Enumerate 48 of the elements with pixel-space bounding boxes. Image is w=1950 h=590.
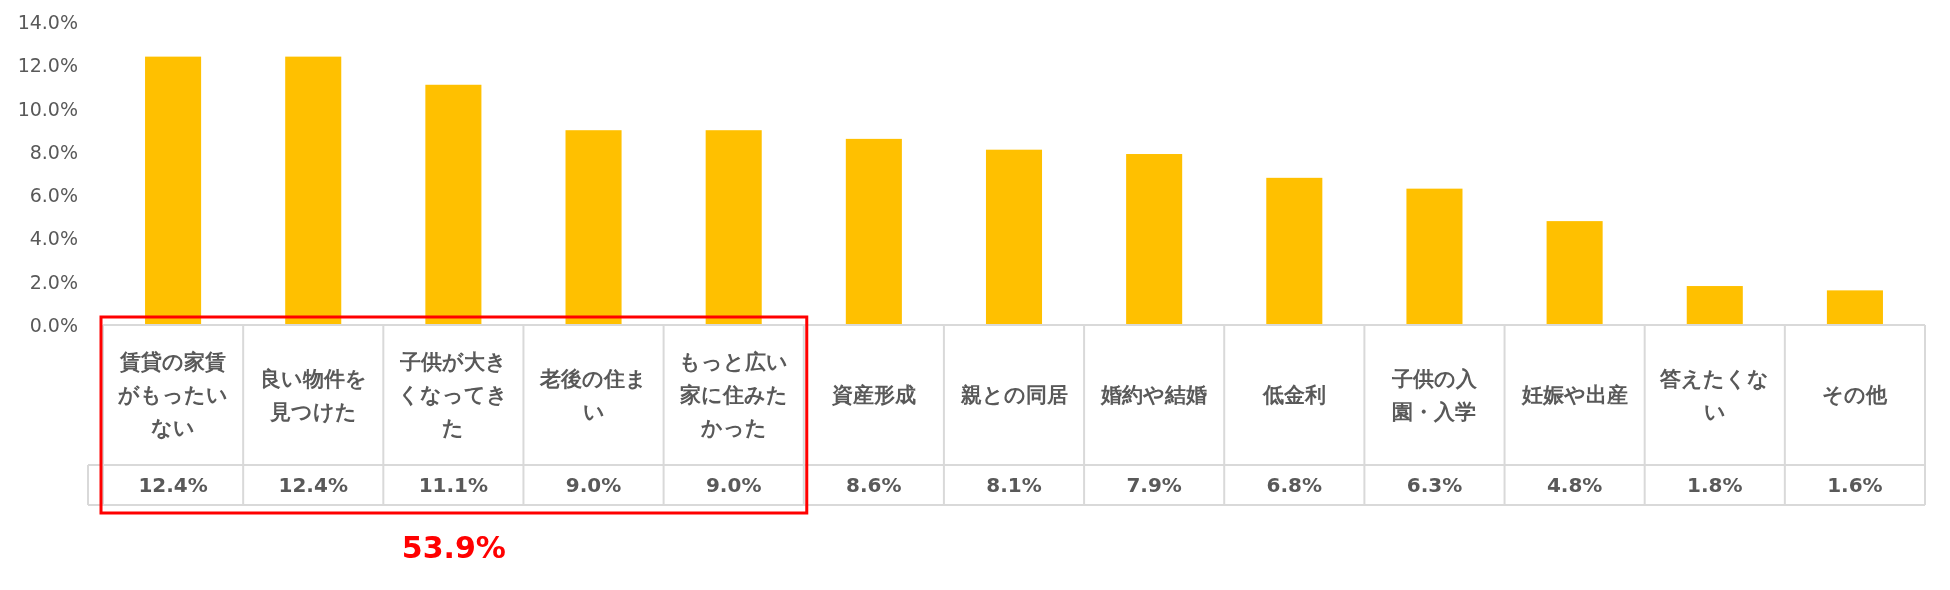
bar xyxy=(705,130,762,325)
bar xyxy=(145,56,202,325)
y-tick-label: 6.0% xyxy=(29,184,78,207)
data-label: 11.1% xyxy=(418,473,489,497)
data-label: 1.8% xyxy=(1687,473,1743,497)
bar xyxy=(1686,286,1743,325)
x-tick-label: 子供が大きくなってきた xyxy=(398,350,509,440)
data-label: 9.0% xyxy=(705,473,762,497)
bar xyxy=(1126,154,1183,325)
x-tick-label: 妊娠や出産 xyxy=(1520,383,1628,407)
x-tick-label: 良い物件を見つけた xyxy=(259,366,367,424)
text: 53.9% xyxy=(401,530,506,565)
x-tick-label: もっと広い家に住みたかった xyxy=(678,350,789,440)
x-tick-label: 老後の住まい xyxy=(539,366,648,424)
data-label: 9.0% xyxy=(565,473,622,497)
x-tick-label: 答えたくない xyxy=(1659,366,1770,424)
x-tick-label: 低金利 xyxy=(1261,383,1326,407)
y-tick-label: 10.0% xyxy=(17,97,78,120)
y-tick-label: 0.0% xyxy=(29,314,78,336)
bar xyxy=(565,130,622,325)
data-label: 8.6% xyxy=(846,473,902,497)
bar xyxy=(285,56,342,325)
y-tick-label: 8.0% xyxy=(29,140,78,163)
data-label: 8.1% xyxy=(986,473,1042,497)
data-label: 6.3% xyxy=(1406,473,1463,497)
y-tick-label: 14.0% xyxy=(17,11,78,33)
bar xyxy=(425,84,482,325)
data-label: 7.9% xyxy=(1126,473,1182,497)
x-tick-label: 資産形成 xyxy=(830,383,916,407)
bar xyxy=(1826,290,1883,325)
bar xyxy=(845,138,902,325)
data-label: 12.4% xyxy=(138,473,208,497)
y-tick-label: 2.0% xyxy=(29,270,78,293)
y-tick-label: 4.0% xyxy=(29,227,78,250)
bar xyxy=(1406,188,1463,325)
data-label: 12.4% xyxy=(278,473,348,497)
bar xyxy=(1546,221,1603,325)
x-tick-label: 賃貸の家賃がもったいない xyxy=(117,350,229,440)
x-tick-label: 親との同居 xyxy=(959,383,1068,407)
bar xyxy=(985,149,1043,325)
y-tick-label: 12.0% xyxy=(17,54,78,77)
x-tick-label: 子供の入園・入学 xyxy=(1390,366,1478,424)
x-tick-label: 婚約や結婚 xyxy=(1100,383,1208,407)
data-label: 4.8% xyxy=(1546,473,1603,497)
x-tick-label: その他 xyxy=(1822,383,1889,407)
data-label: 6.8% xyxy=(1266,473,1323,497)
data-label: 1.6% xyxy=(1827,473,1883,497)
bar xyxy=(1266,177,1323,325)
